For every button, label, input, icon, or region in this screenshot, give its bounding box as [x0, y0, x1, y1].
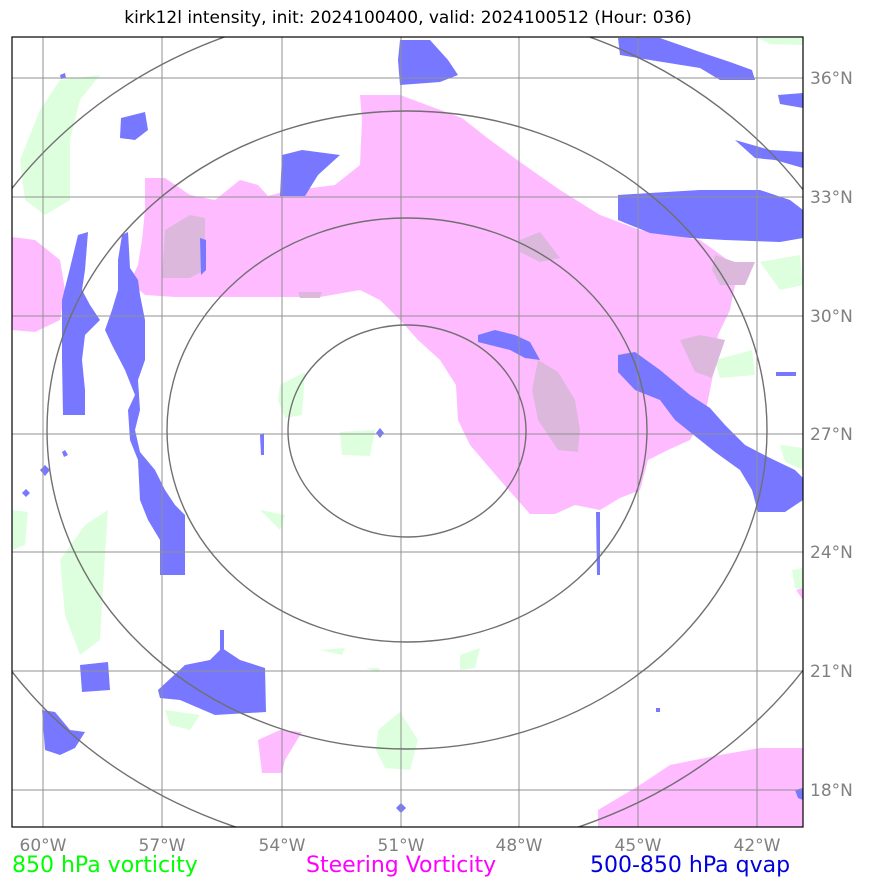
range-ring-3	[46, 110, 768, 750]
map-frame	[11, 36, 804, 828]
lat-label-33n: 33°N	[810, 188, 853, 208]
legend-850-vorticity: 850 hPa vorticity	[12, 853, 198, 878]
steering-vorticity-layer	[12, 95, 803, 827]
lat-label-27n: 27°N	[810, 425, 853, 445]
map-gridlines	[12, 37, 803, 827]
lon-label-42w: 42°W	[734, 836, 781, 856]
legend-qvap: 500-850 hPa qvap	[590, 853, 791, 878]
lat-label-24n: 24°N	[810, 543, 853, 563]
longitude-labels: 60°W 57°W 54°W 51°W 48°W 45°W 42°W	[20, 836, 781, 856]
lat-label-18n: 18°N	[810, 781, 853, 801]
legend-steering-vorticity: Steering Vorticity	[306, 853, 497, 878]
lat-label-30n: 30°N	[810, 307, 853, 327]
lon-label-60w: 60°W	[20, 836, 67, 856]
range-ring-1	[287, 324, 527, 538]
lon-label-54w: 54°W	[259, 836, 306, 856]
range-ring-2	[166, 217, 648, 643]
range-rings	[12, 37, 803, 827]
lat-label-36n: 36°N	[810, 69, 853, 89]
lon-label-51w: 51°W	[378, 836, 425, 856]
lon-label-57w: 57°W	[139, 836, 186, 856]
lon-label-48w: 48°W	[496, 836, 543, 856]
map-title: kirk12l intensity, init: 2024100400, val…	[124, 8, 692, 28]
lat-label-21n: 21°N	[810, 662, 853, 682]
lon-label-45w: 45°W	[615, 836, 662, 856]
vorticity-850-layer	[12, 38, 803, 770]
latitude-labels: 36°N 33°N 30°N 27°N 24°N 21°N 18°N	[810, 69, 853, 801]
